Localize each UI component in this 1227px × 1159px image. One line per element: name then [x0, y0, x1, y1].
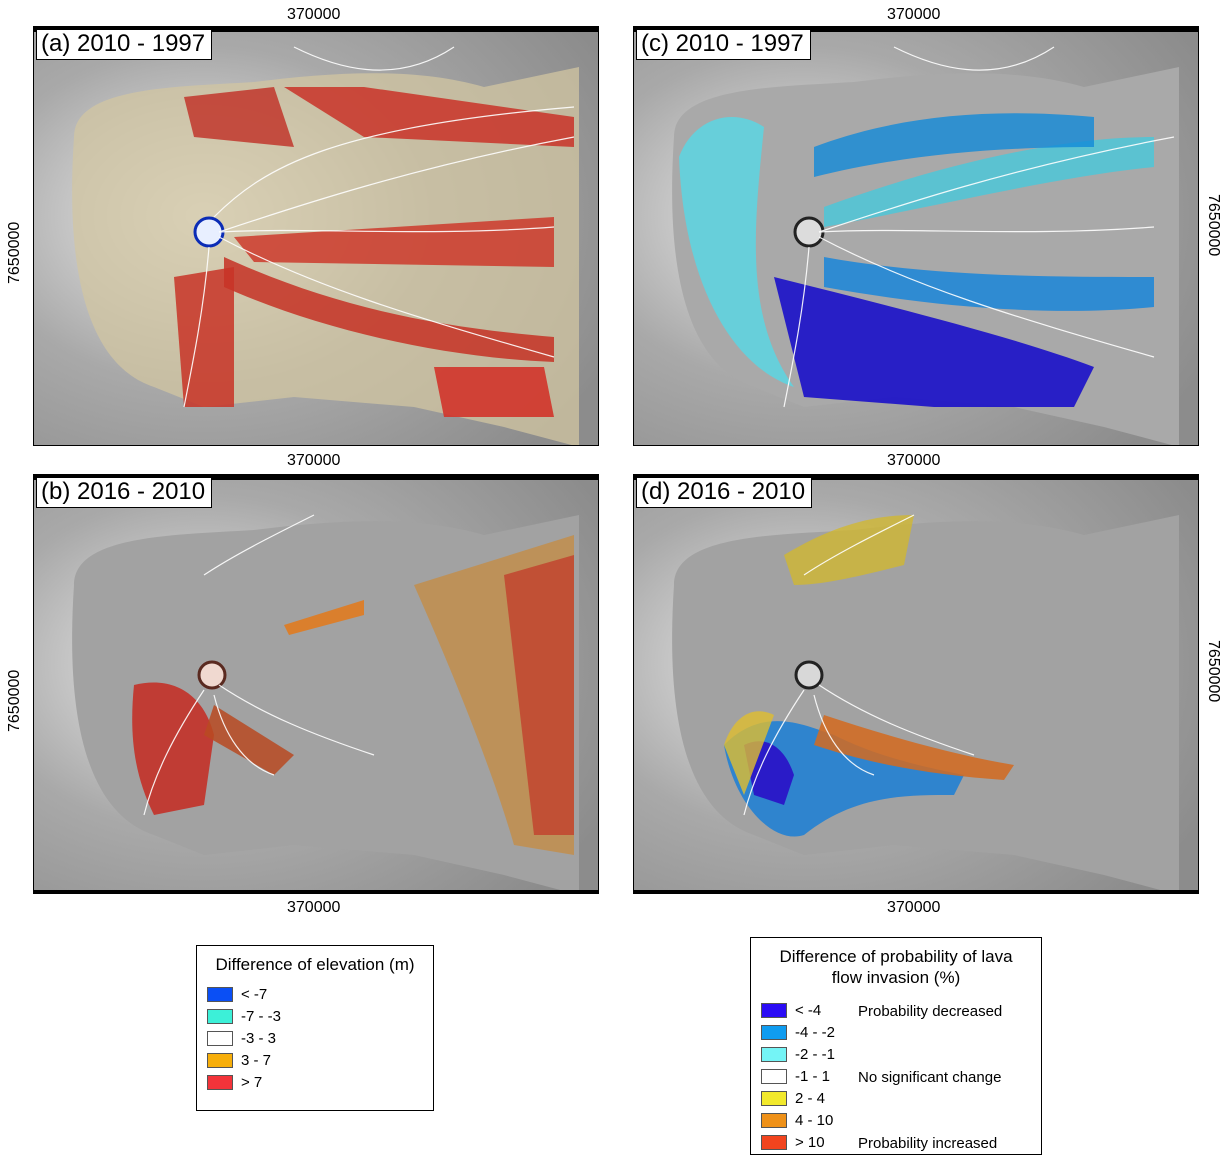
legend-probability-swatch [761, 1091, 787, 1106]
panel-label-b: (b) 2016 - 2010 [36, 477, 213, 508]
legend-elevation-label: < -7 [241, 986, 268, 1003]
map-panel-a: (a) 2010 - 1997 [33, 26, 599, 446]
frame-top [34, 475, 598, 480]
legend-elevation-swatch [207, 1031, 233, 1046]
legend-probability-label: > 10 [795, 1134, 825, 1151]
legend-probability-swatch [761, 1113, 787, 1128]
legend-probability-label: -2 - -1 [795, 1046, 836, 1063]
map-a-graphic [34, 27, 598, 445]
legend-elevation-label: > 7 [241, 1074, 263, 1091]
legend-probability-item: -4 - -2 [761, 1024, 961, 1042]
legend-probability-item: -1 - 1 [761, 1068, 961, 1086]
legend-probability: Difference of probability of lava flow i… [750, 937, 1042, 1155]
panel-label-a: (a) 2010 - 1997 [36, 29, 213, 60]
legend-probability-label: < -4 [795, 1002, 822, 1019]
panel-label-c: (c) 2010 - 1997 [636, 29, 811, 60]
legend-elevation-item: > 7 [207, 1074, 407, 1092]
legend-probability-title-line1: Difference of probability of lava [779, 947, 1013, 966]
legend-probability-item: < -4 [761, 1002, 961, 1020]
easting-label-top-a: 370000 [287, 6, 341, 23]
note-no-significant-change: No significant change [858, 1069, 1002, 1086]
map-b-graphic [34, 475, 598, 893]
legend-elevation-item: -3 - 3 [207, 1030, 407, 1048]
easting-label-top-d: 370000 [887, 452, 941, 469]
legend-elevation-item: < -7 [207, 986, 407, 1004]
map-c-graphic [634, 27, 1198, 445]
northing-label-d: 7650000 [1205, 640, 1222, 703]
legend-probability-label: -1 - 1 [795, 1068, 831, 1085]
frame-top [634, 475, 1198, 480]
frame-bottom [34, 890, 598, 893]
map-panel-d: (d) 2016 - 2010 [633, 474, 1199, 894]
note-probability-increased: Probability increased [858, 1135, 998, 1152]
frame-bottom [634, 890, 1198, 893]
panel-label-d: (d) 2016 - 2010 [636, 477, 813, 508]
legend-elevation-item: -7 - -3 [207, 1008, 407, 1026]
legend-probability-label: 2 - 4 [795, 1090, 826, 1107]
northing-label-b: 7650000 [6, 669, 23, 732]
legend-probability-title-line2: flow invasion (%) [831, 968, 961, 987]
legend-probability-item: -2 - -1 [761, 1046, 961, 1064]
legend-probability-label: 4 - 10 [795, 1112, 834, 1129]
easting-label-top-b: 370000 [287, 452, 341, 469]
legend-elevation-swatch [207, 1075, 233, 1090]
legend-probability-item: 4 - 10 [761, 1112, 961, 1130]
easting-label-bottom-b: 370000 [287, 899, 341, 916]
legend-elevation-swatch [207, 987, 233, 1002]
legend-elevation-swatch [207, 1009, 233, 1024]
easting-label-bottom-d: 370000 [887, 899, 941, 916]
legend-probability-swatch [761, 1047, 787, 1062]
legend-elevation-label: -3 - 3 [241, 1030, 277, 1047]
map-d-graphic [634, 475, 1198, 893]
legend-elevation-title: Difference of elevation (m) [215, 955, 415, 974]
note-probability-decreased: Probability decreased [858, 1003, 1003, 1020]
legend-elevation-label: 3 - 7 [241, 1052, 272, 1069]
legend-probability-item: > 10 [761, 1134, 961, 1152]
legend-probability-swatch [761, 1025, 787, 1040]
easting-label-top-c: 370000 [887, 6, 941, 23]
legend-probability-item: 2 - 4 [761, 1090, 961, 1108]
frame-top [634, 27, 1198, 32]
map-panel-c: (c) 2010 - 1997 [633, 26, 1199, 446]
map-panel-b: (b) 2016 - 2010 [33, 474, 599, 894]
frame-top [34, 27, 598, 32]
legend-probability-swatch [761, 1135, 787, 1150]
legend-elevation-swatch [207, 1053, 233, 1068]
legend-probability-swatch [761, 1069, 787, 1084]
legend-elevation-item: 3 - 7 [207, 1052, 407, 1070]
legend-elevation: Difference of elevation (m) < -7 -7 - -3 -… [196, 945, 434, 1111]
northing-label-a: 7650000 [6, 221, 23, 284]
legend-probability-label: -4 - -2 [795, 1024, 836, 1041]
legend-probability-swatch [761, 1003, 787, 1018]
legend-elevation-label: -7 - -3 [241, 1008, 282, 1025]
northing-label-c: 7650000 [1205, 194, 1222, 257]
